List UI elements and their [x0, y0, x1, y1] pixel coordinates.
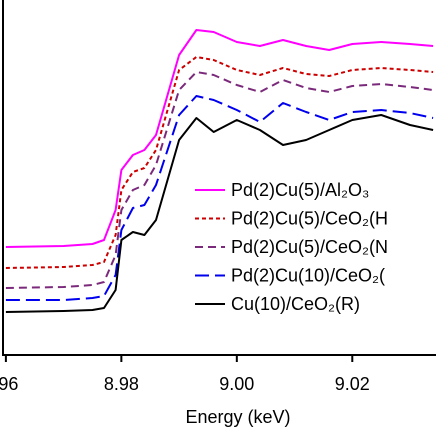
x-axis-label: Energy (keV) [185, 407, 290, 427]
legend-label: Pd(2)Cu(10)/CeO₂( [231, 265, 385, 285]
x-tick-label: .96 [0, 374, 18, 394]
legend-label: Pd(2)Cu(5)/Al₂O₃ [231, 180, 369, 200]
x-tick-label: 8.98 [104, 374, 139, 394]
legend-label: Pd(2)Cu(5)/CeO₂(N [231, 237, 388, 257]
series-line [5, 95, 434, 301]
x-tick-label: 9.00 [219, 374, 254, 394]
legend-label: Cu(10)/CeO₂(R) [231, 294, 360, 314]
series-line [5, 114, 434, 313]
x-tick-label: 9.02 [335, 374, 370, 394]
series-line [5, 71, 434, 289]
legend-label: Pd(2)Cu(5)/CeO₂(H [231, 208, 388, 228]
plot-area [5, 29, 434, 313]
series-line [5, 29, 434, 248]
series-line [5, 56, 434, 269]
